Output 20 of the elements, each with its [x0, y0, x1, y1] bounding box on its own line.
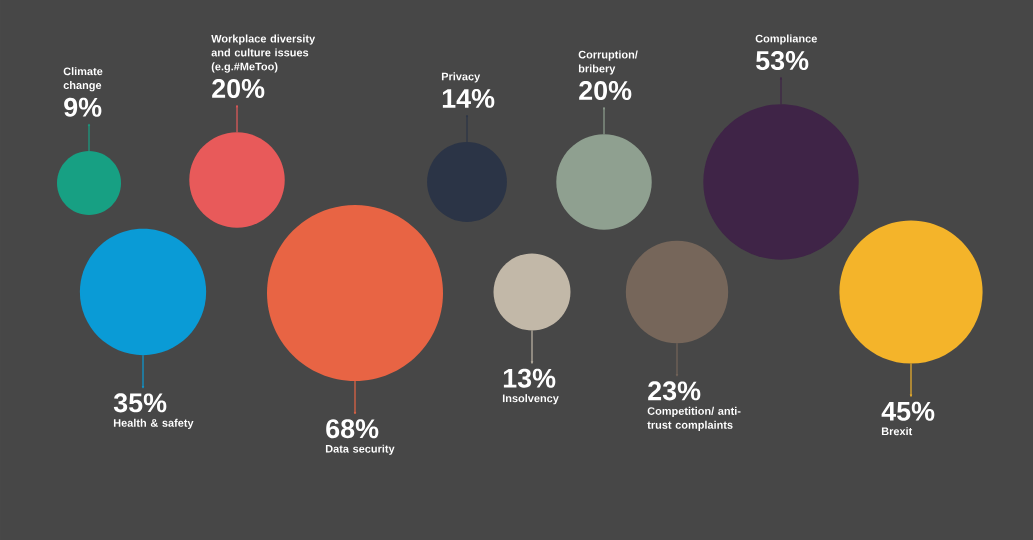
data-label: 45% [881, 401, 935, 421]
category-label: Compliance [755, 34, 817, 45]
data-label: 68% [326, 419, 379, 439]
category-label: Workplace diversity and culture issues (e.g.#MeToo) [211, 34, 316, 73]
category-label: Privacy [441, 72, 481, 83]
data-label: 20% [579, 81, 632, 101]
category-label: Climate change [63, 67, 103, 92]
category-label: Health & safety [113, 418, 194, 430]
category-label: Brexit [881, 427, 913, 436]
data-label: 35% [113, 393, 167, 413]
category-label: Data security [325, 444, 395, 455]
category-label: Corruption/ bribery [578, 50, 638, 75]
data-label: 53% [756, 51, 809, 71]
data-label: 9% [64, 97, 102, 117]
data-label: 13% [503, 368, 556, 388]
data-label: 20% [212, 79, 265, 99]
data-label: 14% [442, 88, 495, 108]
category-label: Insolvency [502, 394, 559, 405]
data-label: 23% [648, 381, 701, 401]
category-label: Competition/ anti-trust complaints [647, 406, 741, 432]
